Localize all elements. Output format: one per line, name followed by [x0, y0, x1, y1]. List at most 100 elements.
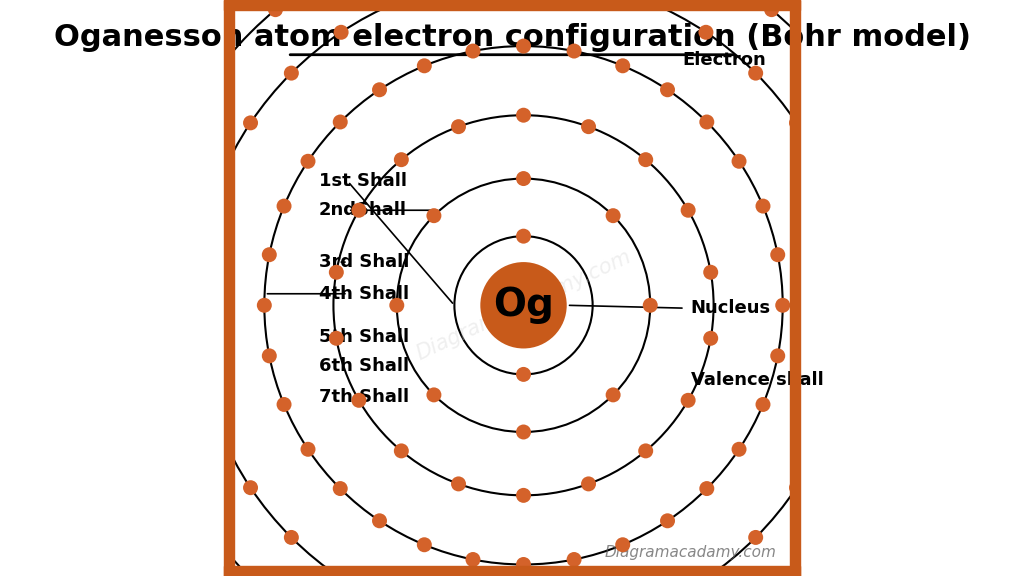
Text: 5th Shall: 5th Shall: [319, 328, 410, 346]
Circle shape: [394, 152, 409, 167]
Circle shape: [566, 44, 582, 59]
Circle shape: [764, 2, 779, 17]
Circle shape: [699, 481, 715, 496]
Circle shape: [749, 530, 763, 545]
Circle shape: [516, 488, 531, 503]
Circle shape: [850, 105, 865, 120]
Circle shape: [417, 537, 432, 552]
Text: 6th Shall: 6th Shall: [319, 357, 410, 375]
Circle shape: [276, 199, 292, 214]
Bar: [790, 0, 800, 576]
Circle shape: [268, 2, 283, 17]
Circle shape: [372, 82, 387, 97]
Circle shape: [770, 348, 785, 363]
Circle shape: [136, 365, 151, 380]
Circle shape: [638, 152, 653, 167]
Circle shape: [73, 298, 87, 313]
Circle shape: [516, 367, 531, 382]
Circle shape: [959, 298, 975, 313]
Circle shape: [480, 262, 566, 348]
Circle shape: [257, 298, 271, 313]
Circle shape: [390, 0, 406, 9]
Text: Oganesson atom electron configuration (Bohr model): Oganesson atom electron configuration (B…: [53, 23, 971, 52]
Circle shape: [770, 247, 785, 262]
Text: Valence shall: Valence shall: [690, 371, 823, 389]
Circle shape: [334, 25, 348, 40]
Circle shape: [136, 231, 151, 246]
Circle shape: [262, 247, 276, 262]
Circle shape: [213, 423, 227, 438]
Circle shape: [790, 480, 804, 495]
Circle shape: [660, 513, 675, 528]
Circle shape: [615, 537, 630, 552]
Circle shape: [276, 397, 292, 412]
Circle shape: [389, 298, 404, 313]
Circle shape: [699, 115, 715, 130]
Circle shape: [182, 491, 197, 506]
Circle shape: [516, 171, 531, 186]
Circle shape: [262, 348, 276, 363]
Circle shape: [351, 393, 367, 408]
Circle shape: [756, 397, 770, 412]
Circle shape: [638, 444, 653, 458]
Circle shape: [581, 476, 596, 491]
Circle shape: [194, 362, 209, 377]
Circle shape: [516, 557, 531, 572]
Text: 3rd Shall: 3rd Shall: [319, 253, 410, 271]
Circle shape: [681, 203, 695, 218]
Text: 2ndShall: 2ndShall: [319, 201, 408, 219]
Circle shape: [372, 513, 387, 528]
Circle shape: [703, 265, 718, 280]
Circle shape: [896, 365, 911, 380]
Circle shape: [819, 423, 835, 438]
Circle shape: [642, 0, 656, 9]
Circle shape: [896, 231, 911, 246]
Circle shape: [516, 425, 531, 439]
Circle shape: [394, 444, 409, 458]
Circle shape: [466, 552, 480, 567]
Circle shape: [756, 199, 770, 214]
Circle shape: [516, 39, 531, 54]
Circle shape: [466, 44, 480, 59]
Text: Nucleus: Nucleus: [690, 299, 771, 317]
Text: Electron: Electron: [682, 51, 766, 70]
Circle shape: [775, 298, 791, 313]
Circle shape: [581, 119, 596, 134]
Circle shape: [451, 476, 466, 491]
Circle shape: [426, 208, 441, 223]
Circle shape: [284, 530, 299, 545]
Circle shape: [605, 388, 621, 403]
Circle shape: [417, 58, 432, 73]
Circle shape: [329, 331, 344, 346]
Circle shape: [182, 105, 197, 120]
Circle shape: [731, 154, 746, 169]
Circle shape: [698, 571, 714, 576]
Circle shape: [615, 58, 630, 73]
Text: 7th Shall: 7th Shall: [319, 388, 410, 407]
Bar: [224, 0, 800, 10]
Circle shape: [566, 552, 582, 567]
Bar: [224, 0, 234, 576]
Text: 1st Shall: 1st Shall: [319, 172, 408, 191]
Circle shape: [300, 154, 315, 169]
Circle shape: [243, 115, 258, 130]
Circle shape: [351, 203, 367, 218]
Circle shape: [681, 393, 695, 408]
Circle shape: [194, 234, 209, 249]
Circle shape: [516, 108, 531, 123]
Circle shape: [243, 480, 258, 495]
Circle shape: [329, 265, 344, 280]
Circle shape: [698, 25, 714, 40]
Circle shape: [426, 388, 441, 403]
Circle shape: [187, 298, 203, 313]
Circle shape: [213, 172, 227, 187]
Text: Diagramacademy.com: Diagramacademy.com: [413, 247, 634, 364]
Circle shape: [749, 66, 763, 81]
Circle shape: [845, 298, 859, 313]
Circle shape: [660, 82, 675, 97]
Text: Diagramacadamy.com: Diagramacadamy.com: [605, 545, 777, 560]
Circle shape: [334, 571, 348, 576]
Circle shape: [838, 362, 853, 377]
Circle shape: [838, 234, 853, 249]
Circle shape: [703, 331, 718, 346]
